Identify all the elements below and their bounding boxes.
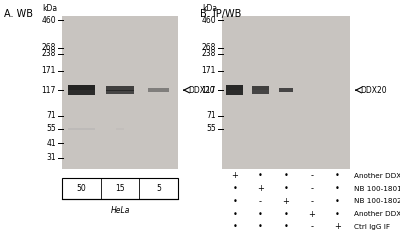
Bar: [226, 90, 243, 95]
Text: 238: 238: [42, 49, 56, 58]
Text: •: •: [284, 210, 288, 219]
Text: 238: 238: [202, 49, 216, 58]
Bar: [226, 85, 243, 90]
Text: •: •: [258, 171, 263, 180]
Text: 31: 31: [46, 153, 56, 162]
Text: 71: 71: [206, 111, 216, 120]
Text: 460: 460: [201, 16, 216, 25]
Text: Ctrl IgG IF: Ctrl IgG IF: [354, 224, 390, 230]
Text: 71: 71: [46, 111, 56, 120]
Text: kDa: kDa: [202, 4, 217, 13]
Text: •: •: [284, 222, 288, 231]
Text: 460: 460: [41, 16, 56, 25]
Text: 268: 268: [42, 43, 56, 52]
Text: •: •: [232, 222, 237, 231]
Text: •: •: [284, 184, 288, 193]
Bar: [68, 128, 95, 130]
Text: •: •: [284, 171, 288, 180]
Text: 15: 15: [115, 184, 125, 193]
Bar: [62, 16, 178, 169]
Text: NB 100-1802 IP: NB 100-1802 IP: [354, 198, 400, 204]
Bar: [68, 85, 95, 90]
Text: 5: 5: [156, 184, 161, 193]
Text: +: +: [257, 184, 264, 193]
Text: Another DDX20 Ab: Another DDX20 Ab: [354, 211, 400, 217]
Bar: [222, 16, 350, 169]
Bar: [252, 86, 269, 90]
Text: •: •: [258, 222, 263, 231]
Text: •: •: [335, 184, 340, 193]
Text: •: •: [335, 197, 340, 206]
Bar: [106, 90, 134, 94]
Text: HeLa: HeLa: [110, 206, 130, 215]
Text: 50: 50: [76, 184, 86, 193]
Text: kDa: kDa: [42, 4, 57, 13]
Text: 268: 268: [202, 43, 216, 52]
Text: -: -: [310, 184, 313, 193]
Bar: [279, 88, 293, 92]
Text: -: -: [310, 171, 313, 180]
Text: DDX20: DDX20: [360, 86, 387, 94]
Text: +: +: [308, 210, 315, 219]
Text: 41: 41: [46, 139, 56, 148]
Text: 171: 171: [202, 66, 216, 75]
Text: 117: 117: [202, 86, 216, 94]
Text: 55: 55: [206, 124, 216, 133]
Text: 171: 171: [42, 66, 56, 75]
Bar: [62, 178, 178, 199]
Text: •: •: [335, 210, 340, 219]
Text: -: -: [310, 197, 313, 206]
Text: •: •: [258, 210, 263, 219]
Bar: [148, 88, 170, 92]
Text: Another DDX20 Ab: Another DDX20 Ab: [354, 173, 400, 179]
Text: NB 100-1801 IP: NB 100-1801 IP: [354, 186, 400, 191]
Bar: [68, 90, 95, 95]
Text: 55: 55: [46, 124, 56, 133]
Text: 117: 117: [42, 86, 56, 94]
Text: -: -: [310, 222, 313, 231]
Text: +: +: [282, 197, 290, 206]
Bar: [116, 128, 124, 130]
Text: DDX20: DDX20: [188, 86, 215, 94]
Text: +: +: [334, 222, 341, 231]
Bar: [252, 90, 269, 94]
Text: •: •: [232, 184, 237, 193]
Text: •: •: [335, 171, 340, 180]
Text: •: •: [232, 197, 237, 206]
Text: -: -: [259, 197, 262, 206]
Text: A. WB: A. WB: [4, 9, 33, 19]
Bar: [106, 86, 134, 91]
Text: B. IP/WB: B. IP/WB: [200, 9, 241, 19]
Text: +: +: [231, 171, 238, 180]
Text: •: •: [232, 210, 237, 219]
